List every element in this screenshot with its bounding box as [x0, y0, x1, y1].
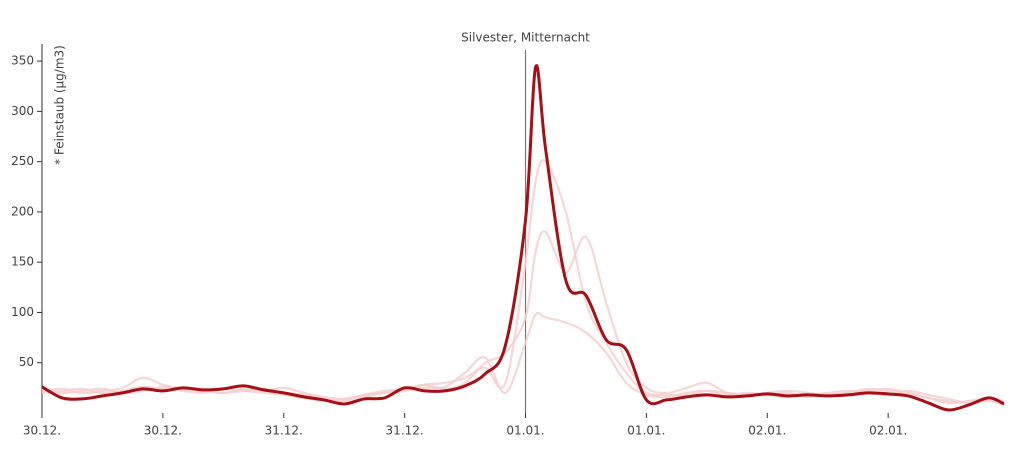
y-tick-label: 300: [11, 104, 34, 118]
y-tick-label: 50: [19, 355, 34, 369]
x-tick-label: 02.01.: [869, 424, 907, 438]
y-tick-label: 200: [11, 204, 34, 218]
x-tick-label: 01.01.: [506, 424, 544, 438]
y-axis-label: * Feinstaub (µg/m3): [53, 45, 67, 165]
y-tick-label: 150: [11, 255, 34, 269]
x-tick-label: 02.01.: [748, 424, 786, 438]
x-tick-label: 01.01.: [627, 424, 665, 438]
y-tick-label: 100: [11, 305, 34, 319]
line: [41, 230, 1005, 405]
line: [41, 159, 1005, 405]
line: [41, 64, 1005, 412]
y-tick-label: 250: [11, 154, 34, 168]
y-tick-label: 350: [11, 54, 34, 68]
x-tick-label: 30.12.: [144, 424, 182, 438]
x-tick-label: 30.12.: [23, 424, 61, 438]
annotation-label: Silvester, Mitternacht: [461, 31, 590, 45]
x-tick-label: 31.12.: [265, 424, 303, 438]
x-tick-label: 31.12.: [386, 424, 424, 438]
